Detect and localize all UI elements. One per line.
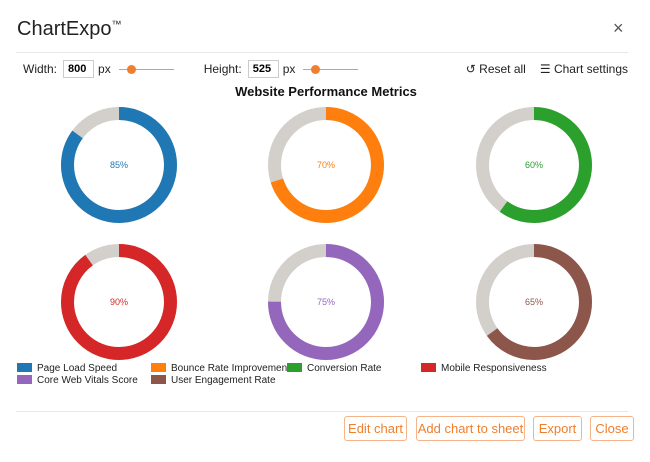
- legend-item: Conversion Rate: [287, 363, 382, 374]
- footer-divider: [16, 411, 628, 412]
- close-icon[interactable]: ×: [613, 18, 624, 38]
- legend-swatch: [421, 363, 436, 372]
- legend-label: Core Web Vitals Score: [37, 375, 138, 386]
- legend-label: Conversion Rate: [307, 363, 382, 374]
- donut-value-label: 60%: [525, 160, 543, 170]
- donut-value-arc: [61, 107, 177, 223]
- donut-value-arc: [268, 107, 384, 223]
- legend-swatch: [151, 363, 166, 372]
- reset-all-button[interactable]: ↺ Reset all: [465, 62, 526, 76]
- donut-page-load-speed: 85%: [61, 107, 177, 223]
- width-label: Width:: [23, 62, 58, 76]
- add-chart-to-sheet-button[interactable]: Add chart to sheet: [416, 416, 525, 441]
- app-title: ChartExpo™: [17, 18, 122, 40]
- donut-value-label: 85%: [110, 160, 128, 170]
- legend-swatch: [17, 363, 32, 372]
- legend-label: User Engagement Rate: [171, 375, 276, 386]
- divider: [16, 52, 628, 53]
- legend-item: Bounce Rate Improvement: [151, 363, 290, 374]
- donut-value-arc: [476, 107, 592, 223]
- donut-mobile-responsiveness: 90%: [61, 244, 177, 360]
- height-unit: px: [282, 62, 296, 76]
- legend-item: Mobile Responsiveness: [421, 363, 547, 374]
- donut-value-label: 70%: [317, 160, 335, 170]
- donut-chart: Website Performance Metrics 85% 70% 60% 90%…: [17, 84, 592, 386]
- width-input[interactable]: [63, 60, 95, 78]
- legend-swatch: [287, 363, 302, 372]
- width-slider[interactable]: [118, 64, 174, 74]
- legend-item: Core Web Vitals Score: [17, 375, 138, 386]
- donut-value-arc: [268, 244, 384, 360]
- legend-label: Page Load Speed: [37, 363, 117, 374]
- donut-bounce-rate-improvement: 70%: [268, 107, 384, 223]
- height-slider-knob[interactable]: [311, 65, 321, 74]
- donut-value-label: 75%: [317, 297, 335, 307]
- legend-item: Page Load Speed: [17, 363, 117, 374]
- width-unit: px: [98, 62, 111, 76]
- legend-swatch: [17, 375, 32, 384]
- chart-title: Website Performance Metrics: [235, 84, 417, 99]
- toolbar: Width: px Height: px ↺ Reset all ☰ Chart…: [23, 59, 628, 79]
- width-slider-knob[interactable]: [126, 65, 136, 74]
- sliders-icon: ☰: [539, 62, 551, 76]
- legend-item: User Engagement Rate: [151, 375, 276, 386]
- export-button[interactable]: Export: [533, 416, 582, 441]
- reset-icon: ↺: [465, 62, 476, 76]
- donut-conversion-rate: 60%: [476, 107, 592, 223]
- donut-core-web-vitals-score: 75%: [268, 244, 384, 360]
- legend-label: Bounce Rate Improvement: [171, 363, 290, 374]
- height-slider[interactable]: [303, 64, 359, 74]
- legend-label: Mobile Responsiveness: [441, 363, 547, 374]
- donut-value-arc: [476, 244, 592, 360]
- legend-swatch: [151, 375, 166, 384]
- donut-value-label: 90%: [110, 297, 128, 307]
- chart-settings-button[interactable]: ☰ Chart settings: [539, 62, 628, 76]
- height-label: Height:: [203, 62, 242, 76]
- edit-chart-button[interactable]: Edit chart: [344, 416, 407, 441]
- donut-user-engagement-rate: 65%: [476, 244, 592, 360]
- height-input[interactable]: [247, 60, 279, 78]
- donut-value-arc: [61, 244, 177, 360]
- close-button[interactable]: Close: [590, 416, 634, 441]
- donut-value-label: 65%: [525, 297, 543, 307]
